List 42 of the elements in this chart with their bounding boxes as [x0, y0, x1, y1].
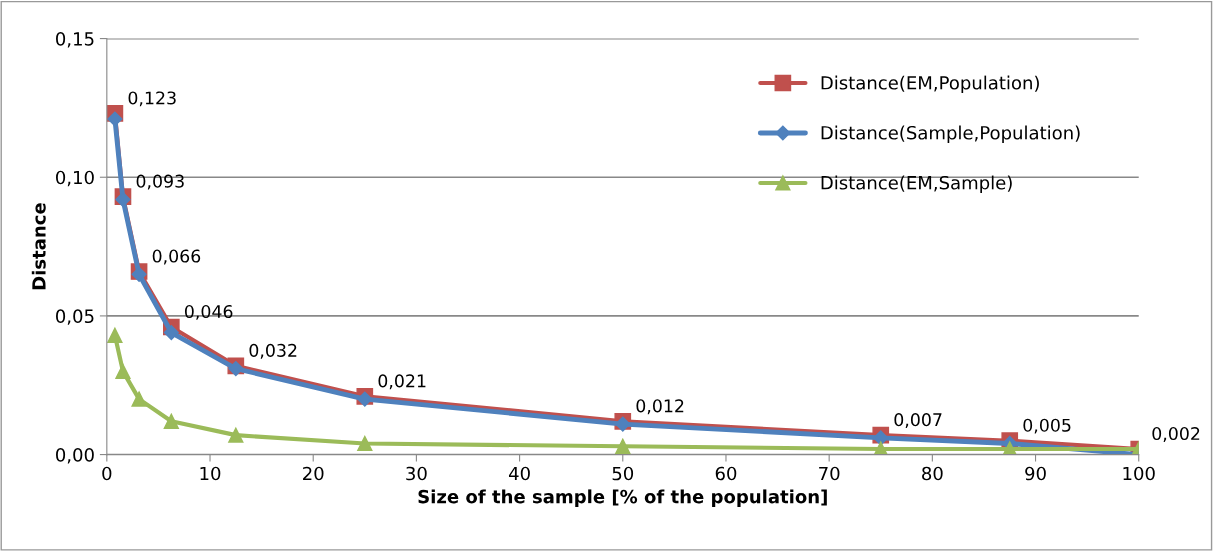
x-tick-label: 40	[508, 466, 530, 481]
point	[228, 427, 244, 443]
point	[615, 416, 631, 432]
x-tick-label: 30	[406, 466, 427, 481]
x-tick-label: 90	[1025, 466, 1046, 481]
legend-label: Distance(EM,Sample)	[821, 175, 1012, 194]
data-label: 0,021	[378, 374, 426, 390]
point	[115, 363, 131, 380]
y-tick-label: 0,00	[56, 448, 94, 464]
x-tick-label: 50	[612, 466, 634, 481]
point	[357, 435, 373, 452]
data-label: 0,007	[894, 413, 942, 429]
x-tick-label: 20	[303, 466, 324, 481]
point	[131, 391, 147, 407]
x-axis-title: Size of the sample [% of the population]	[418, 489, 827, 507]
point	[615, 438, 631, 454]
legend-label: Distance(Sample,Population)	[821, 125, 1080, 144]
data-label: 0,002	[1152, 426, 1200, 442]
data-label: 0,046	[184, 304, 233, 320]
y-tick-label: 0,10	[56, 170, 94, 187]
x-tick-label: 60	[715, 466, 737, 481]
x-tick-label: 80	[922, 466, 943, 481]
legend-label: Distance(EM,Population)	[821, 75, 1039, 94]
data-label: 0,066	[152, 249, 201, 265]
y-tick-label: 0,15	[56, 32, 94, 48]
point	[163, 413, 179, 429]
data-label: 0,012	[636, 399, 684, 415]
x-tick-label: 0	[102, 466, 112, 481]
point	[228, 361, 244, 377]
x-tick-label: 10	[200, 466, 221, 481]
data-label: 0,093	[136, 174, 184, 190]
data-label: 0,123	[128, 91, 176, 107]
x-tick-label: 70	[819, 466, 840, 481]
y-axis-title: Distance	[31, 203, 46, 290]
data-label: 0,005	[1023, 418, 1071, 434]
y-tick-label: 0,05	[56, 309, 94, 325]
data-label: 0,032	[249, 343, 297, 359]
point	[873, 430, 889, 446]
point	[163, 324, 179, 341]
point	[107, 111, 123, 127]
x-tick-label: 100	[1123, 466, 1155, 481]
point	[107, 327, 123, 343]
